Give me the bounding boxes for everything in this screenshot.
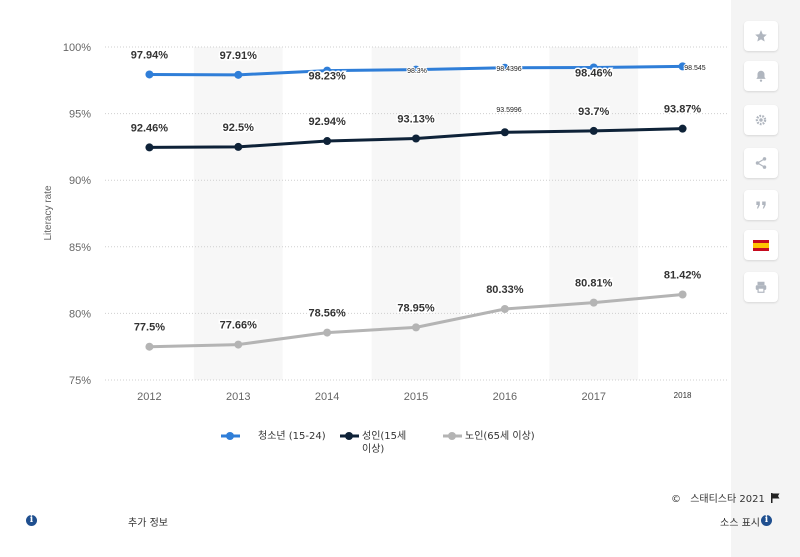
print-icon (754, 280, 768, 294)
source-info-icon[interactable]: i (761, 515, 772, 526)
x-tick-label: 2014 (315, 391, 339, 403)
additional-info-link[interactable]: 추가 정보 (128, 518, 168, 529)
data-label: 97.94% (131, 49, 169, 61)
data-label: 97.91% (220, 50, 258, 62)
data-label: 77.66% (220, 320, 258, 332)
gear-icon (754, 113, 768, 127)
data-label: 80.33% (486, 284, 524, 296)
column-band (549, 47, 639, 380)
data-label: 78.56% (308, 308, 346, 320)
copyright-symbol: © (671, 494, 681, 505)
copyright-notice[interactable]: © 스태티스타 2021 (671, 490, 781, 506)
print-button[interactable] (744, 272, 778, 302)
data-point (589, 63, 598, 72)
data-point (145, 70, 154, 79)
legend-label-adult-line1: 성인(15세 (362, 430, 406, 442)
y-tick-label: 85% (69, 242, 91, 254)
data-point (589, 298, 598, 307)
y-tick-label: 95% (69, 109, 91, 121)
data-point (145, 143, 154, 152)
language-button[interactable] (744, 230, 778, 260)
y-axis-label: Literacy rate (43, 185, 54, 240)
data-point (234, 340, 243, 349)
x-tick-label: 2017 (581, 391, 605, 403)
notification-button[interactable] (744, 61, 778, 91)
data-point (678, 62, 687, 71)
data-point (678, 290, 687, 299)
quote-icon (754, 198, 768, 212)
bell-icon (754, 69, 768, 83)
x-tick-label: 2018 (674, 391, 692, 400)
legend-item-adult[interactable]: 성인(15세 이상) (340, 430, 406, 455)
data-label: 80.81% (575, 278, 613, 290)
info-icon: i (26, 515, 37, 526)
flag-icon (771, 492, 781, 506)
data-label: 98.23% (308, 71, 346, 83)
data-label: 81.42% (664, 269, 702, 281)
legend-item-elderly[interactable]: 노인(65세 이상) (443, 430, 535, 442)
spain-flag-icon (753, 239, 769, 251)
data-point (589, 126, 598, 135)
x-tick-label: 2012 (137, 391, 161, 403)
share-button[interactable] (744, 148, 778, 178)
data-point (234, 70, 243, 79)
data-label: 77.5% (134, 322, 165, 334)
y-tick-label: 75% (69, 375, 91, 387)
data-point (234, 142, 243, 151)
favorite-button[interactable] (744, 21, 778, 51)
data-point (323, 137, 332, 146)
legend-label-youth: 청소년 (15-24) (258, 430, 326, 442)
legend-label-elderly: 노인(65세 이상) (465, 430, 535, 442)
star-icon (754, 29, 768, 43)
x-tick-label: 2015 (404, 391, 428, 403)
x-tick-label: 2016 (493, 391, 517, 403)
y-tick-label: 90% (69, 175, 91, 187)
data-point (678, 124, 687, 133)
data-label: 98.3% (407, 68, 427, 75)
column-band (193, 47, 283, 380)
legend-item-youth[interactable]: 청소년 (15-24) (221, 430, 326, 442)
data-label: 92.94% (308, 116, 346, 128)
data-point (145, 342, 154, 351)
settings-button[interactable] (744, 105, 778, 135)
y-tick-label: 100% (63, 42, 91, 54)
share-icon (754, 156, 768, 170)
copyright-text: 스태티스타 2021 (690, 494, 765, 505)
line-chart: 75% 80% 85% 90% 95% 100% Literacy rate 2012 20… (43, 42, 727, 455)
data-point (323, 328, 332, 337)
data-label: 93.13% (397, 114, 435, 126)
data-label: 92.5% (223, 122, 254, 134)
data-point (412, 134, 420, 143)
legend-label-adult-line2: 이상) (362, 443, 384, 455)
data-label: 93.7% (578, 106, 609, 118)
data-point (500, 305, 509, 314)
data-label: 78.95% (397, 302, 435, 314)
x-tick-label: 2013 (226, 391, 250, 403)
data-point (500, 128, 509, 137)
data-label: 93.5996 (496, 107, 521, 114)
data-label: 93.87% (664, 104, 702, 116)
y-tick-label: 80% (69, 308, 91, 320)
data-point (412, 65, 420, 74)
data-label: 98.545 (684, 65, 706, 72)
data-label: 92.46% (131, 122, 169, 134)
legend: 청소년 (15-24) 성인(15세 이상) 노인(65세 이상) (221, 430, 535, 455)
show-source-link[interactable]: 소스 표시 (720, 518, 760, 529)
data-label: 98.46% (575, 68, 613, 80)
data-label: 98.4396 (496, 66, 521, 73)
data-point (323, 66, 332, 75)
cite-button[interactable] (744, 190, 778, 220)
data-point (412, 323, 420, 332)
data-point (500, 63, 509, 72)
